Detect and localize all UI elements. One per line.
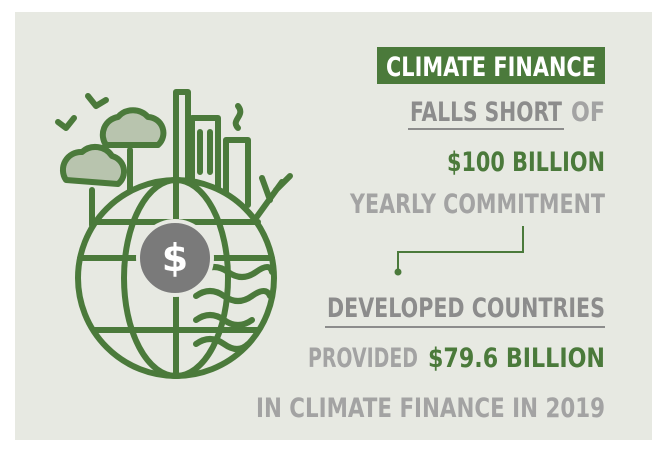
pledge-amount: $100 BILLION — [447, 147, 605, 178]
actual-amount: $79.6 BILLION — [428, 343, 605, 374]
connector-word: OF — [571, 97, 605, 128]
infographic: $ CLIMATE FINANCE FALLS SHORT OF $100 BI… — [0, 0, 667, 456]
connector-dot — [395, 269, 402, 276]
subject: DEVELOPED COUNTRIES — [327, 293, 605, 324]
highlight: FALLS SHORT — [410, 97, 562, 128]
title: CLIMATE FINANCE — [386, 52, 596, 83]
coin-symbol: $ — [162, 236, 188, 280]
actual-label: IN CLIMATE FINANCE IN 2019 — [256, 393, 605, 424]
verb: PROVIDED — [308, 343, 418, 374]
pledge-label: YEARLY COMMITMENT — [349, 189, 605, 220]
